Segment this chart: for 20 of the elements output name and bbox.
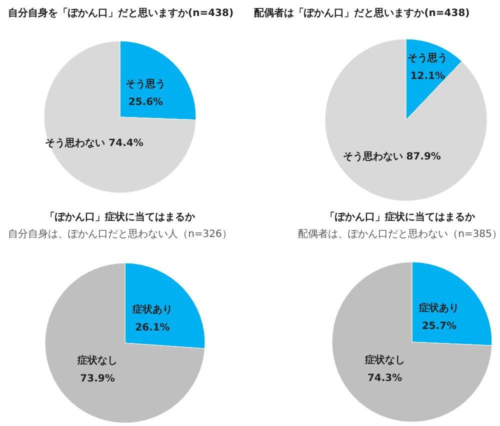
- chart-subtitle: 配偶者は、ぽかん口だと思わない（n=385）: [298, 228, 500, 240]
- slice-label: 症状あり: [418, 302, 460, 314]
- data-label: 74.3%: [367, 372, 402, 384]
- chart-title: 配偶者は「ぽかん口」だと思いますか(n=438): [254, 7, 470, 19]
- slice-label: 症状あり: [131, 303, 172, 316]
- data-label: 26.1%: [135, 322, 170, 334]
- chart-title: 自分自身を「ぽかん口」だと思いますか(n=438): [8, 7, 234, 19]
- data-label: 73.9%: [80, 374, 115, 385]
- data-label: 25.7%: [422, 321, 457, 332]
- chart-title: 「ぽかん口」症状に当てはまるか: [325, 211, 476, 223]
- slice-label: そう思わない 74.4%: [45, 136, 144, 149]
- chart-title: 「ぽかん口」症状に当てはまるか: [45, 211, 196, 223]
- slice-label: 症状なし: [76, 354, 118, 367]
- slice-label: 症状なし: [364, 354, 405, 366]
- chart-subtitle: 自分自身は、ぽかん口だと思わない人（n=326）: [8, 228, 232, 240]
- slice-label: そう思わない 87.9%: [342, 150, 441, 162]
- data-label: 12.1%: [410, 70, 445, 82]
- slice-label: そう思う: [408, 52, 448, 64]
- data-label: 25.6%: [128, 97, 164, 108]
- slice-label: そう思う: [126, 78, 166, 90]
